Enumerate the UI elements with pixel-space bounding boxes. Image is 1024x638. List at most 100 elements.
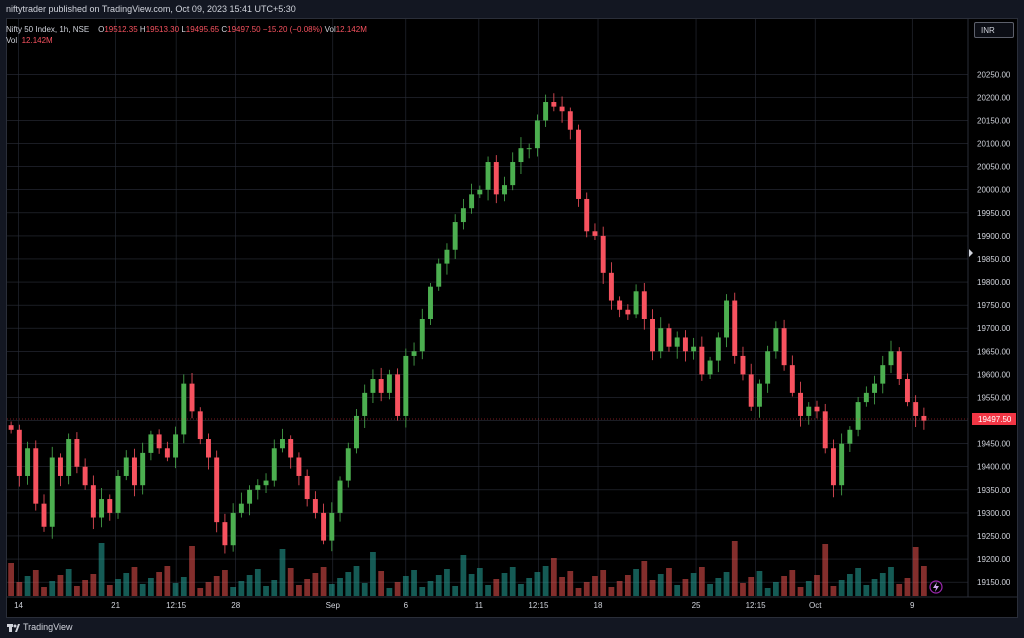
candle-body [798, 392, 804, 416]
candle-body [789, 365, 795, 393]
chart-area[interactable] [6, 18, 1018, 618]
candle-body [263, 480, 269, 486]
volume-bar [164, 566, 171, 596]
volume-bar [8, 563, 14, 596]
volume-bar [674, 585, 681, 596]
volume-bar [419, 587, 426, 596]
price-axis: 20250.00 20200.00 20150.00 20100.00 20050.00… [977, 70, 1011, 587]
candle-body [57, 457, 63, 476]
volume-bar [896, 584, 903, 596]
volume-bar [698, 567, 705, 596]
volume-bar [427, 581, 434, 596]
candle-body [872, 383, 878, 393]
volume-bar [131, 567, 138, 596]
volume-bar [723, 572, 730, 596]
price-tick-label: 20000.00 [977, 186, 1011, 195]
volume-bar [106, 585, 113, 596]
low-label: L [181, 25, 186, 34]
candle-body [584, 198, 590, 232]
candle-body [386, 374, 392, 393]
candle-body [370, 379, 376, 393]
volume-bar [789, 570, 796, 596]
candle-body [164, 448, 170, 458]
vol-label: Vol [324, 25, 336, 34]
symbol-label: Nifty 50 Index, 1h, NSE [6, 25, 90, 34]
volume-bar [493, 579, 500, 596]
price-tick-label: 19450.00 [977, 440, 1011, 449]
volume-bar [600, 570, 607, 596]
price-tick-label: 19850.00 [977, 255, 1011, 264]
candle-body [214, 457, 220, 523]
candle-body [765, 351, 771, 384]
candle-body [682, 337, 688, 352]
volume-bar [65, 569, 72, 596]
volume-bar [263, 586, 269, 596]
volume-bar [296, 585, 302, 596]
time-tick-label: 21 [111, 601, 120, 610]
price-tick-label: 19200.00 [977, 555, 1011, 564]
candle-body [625, 309, 631, 315]
published-text: niftytrader published on TradingView.com… [6, 4, 296, 14]
volume-bar [32, 570, 39, 596]
volume-bar [830, 586, 837, 596]
volume-bar [222, 570, 228, 596]
volume-bar [123, 573, 130, 596]
grid-lines [7, 18, 968, 596]
price-tick-label: 19600.00 [977, 370, 1011, 379]
candle-body [148, 434, 154, 453]
price-tick-label: 19700.00 [977, 324, 1011, 333]
time-tick-label: 12:15 [166, 601, 187, 610]
volume-bar [74, 586, 80, 596]
candle-body [567, 111, 573, 130]
lightning-icon[interactable] [929, 580, 943, 594]
candle-body [896, 351, 902, 380]
currency-button[interactable]: INR [974, 22, 1014, 38]
volume-bar [534, 572, 541, 596]
volume-row-label: Vol [6, 36, 18, 45]
volume-bar [180, 577, 187, 596]
volume-bar [624, 575, 631, 596]
volume-bar [666, 568, 672, 596]
candle-body [707, 360, 713, 375]
candle-body [510, 162, 516, 186]
volume-bar [246, 575, 253, 596]
low-value: 19495.65 [185, 25, 220, 34]
volume-bar [402, 576, 409, 596]
candle-body [814, 406, 820, 412]
candle-body [732, 300, 738, 356]
volume-bar [805, 581, 812, 596]
volume-bar [863, 585, 870, 596]
candle-body [49, 457, 55, 527]
candle-body [411, 351, 417, 356]
candle-body [452, 222, 458, 250]
volume-bar [781, 576, 787, 596]
volume-bar [633, 569, 639, 596]
volume-bar [394, 582, 401, 596]
candle-body [502, 185, 507, 195]
volume-bar [616, 581, 623, 596]
candle-body [230, 512, 236, 546]
price-tick-label: 20050.00 [977, 163, 1011, 172]
volume-bar [370, 552, 376, 596]
volume-bar [542, 566, 549, 596]
candle-body [781, 328, 787, 366]
volume-bar [559, 577, 565, 596]
time-tick-label: 14 [14, 601, 23, 610]
candle-body [559, 106, 565, 112]
candle-body [312, 499, 318, 513]
volume-row-value: 12.142M [21, 36, 53, 45]
candle-body [485, 162, 491, 190]
candle-body [107, 499, 113, 513]
candle-body [90, 485, 96, 518]
crosshair-marker-icon [969, 249, 973, 257]
volume-bar [904, 578, 911, 596]
volume-bar [715, 578, 722, 596]
volume-bar [575, 588, 582, 596]
candle-body [362, 392, 368, 416]
volume-bar [148, 578, 154, 596]
candle-body [337, 480, 343, 513]
candle-body [222, 522, 228, 546]
candle-body [460, 208, 466, 223]
volume-bar [304, 579, 311, 596]
